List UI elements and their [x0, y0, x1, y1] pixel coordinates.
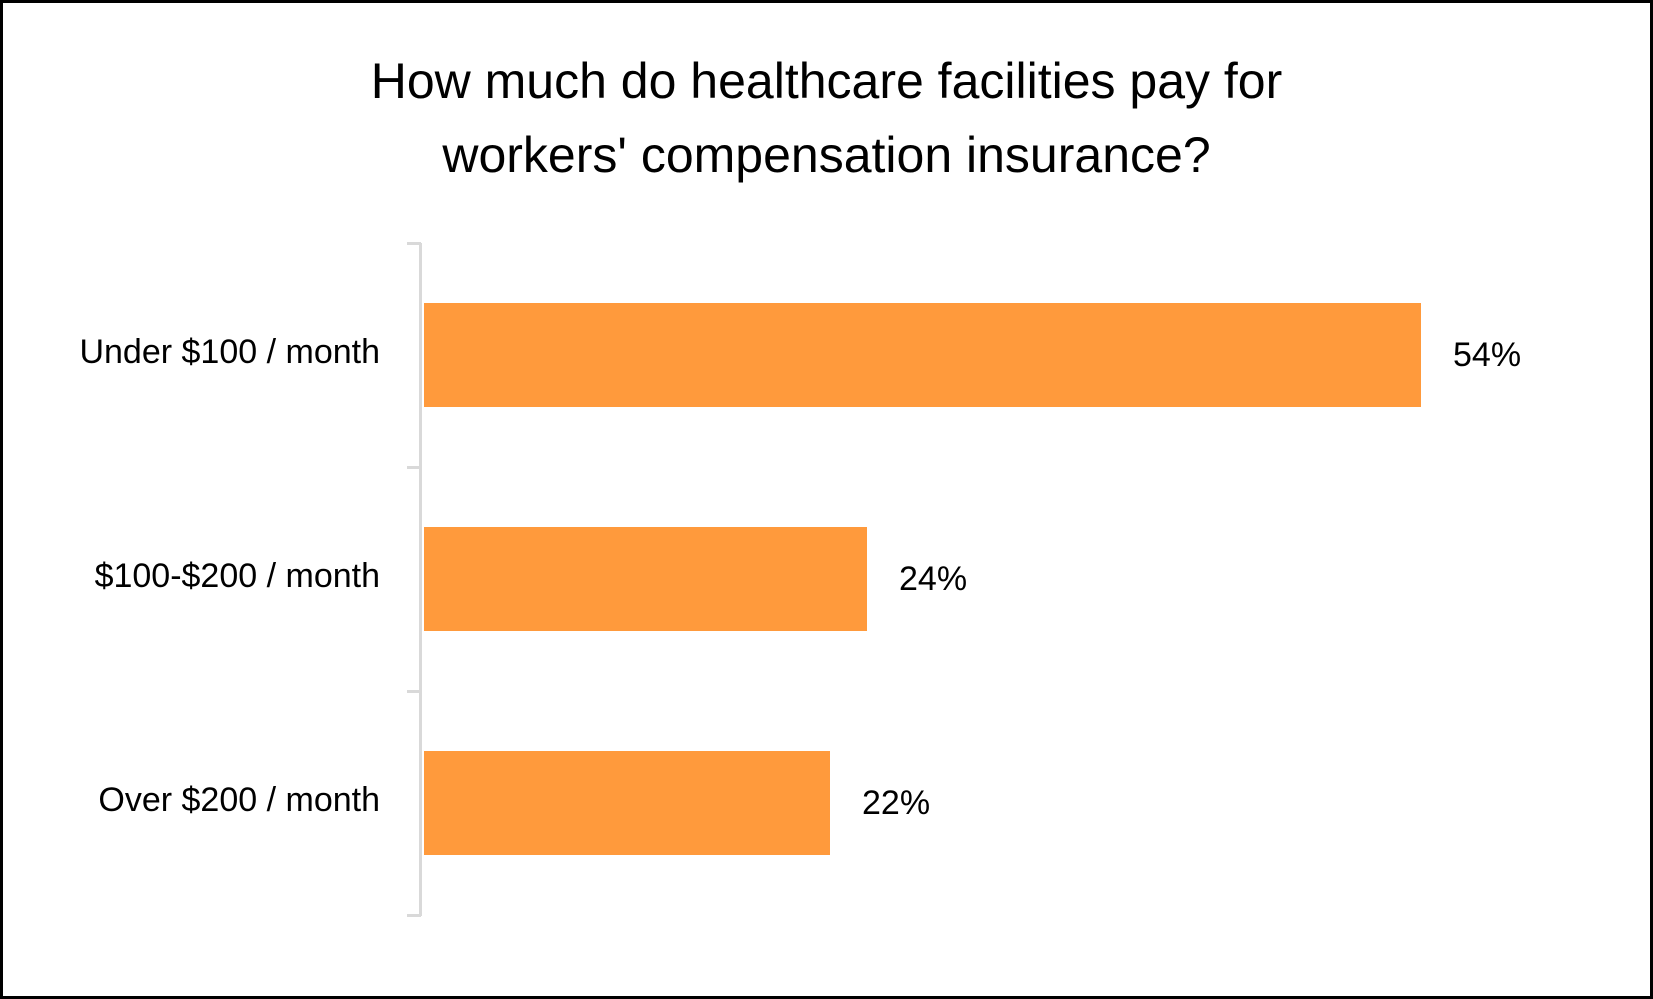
axis-tick — [407, 242, 421, 245]
category-label: Under $100 / month — [79, 333, 380, 371]
axis-tick — [407, 690, 421, 693]
chart-title-line-2: workers' compensation insurance? — [442, 127, 1211, 183]
bar-under-100 — [424, 303, 1421, 407]
chart-title: How much do healthcare facilities pay fo… — [0, 44, 1653, 192]
category-label: $100-$200 / month — [94, 557, 380, 595]
bar-over-200 — [424, 751, 830, 855]
value-label: 22% — [862, 784, 931, 822]
category-axis — [419, 243, 422, 916]
chart-title-line-1: How much do healthcare facilities pay fo… — [370, 53, 1283, 109]
value-label: 54% — [1453, 336, 1522, 374]
axis-tick — [407, 466, 421, 469]
value-label: 24% — [899, 560, 968, 598]
category-label: Over $200 / month — [98, 781, 380, 819]
bar-100-200 — [424, 527, 867, 631]
axis-tick — [407, 914, 421, 917]
